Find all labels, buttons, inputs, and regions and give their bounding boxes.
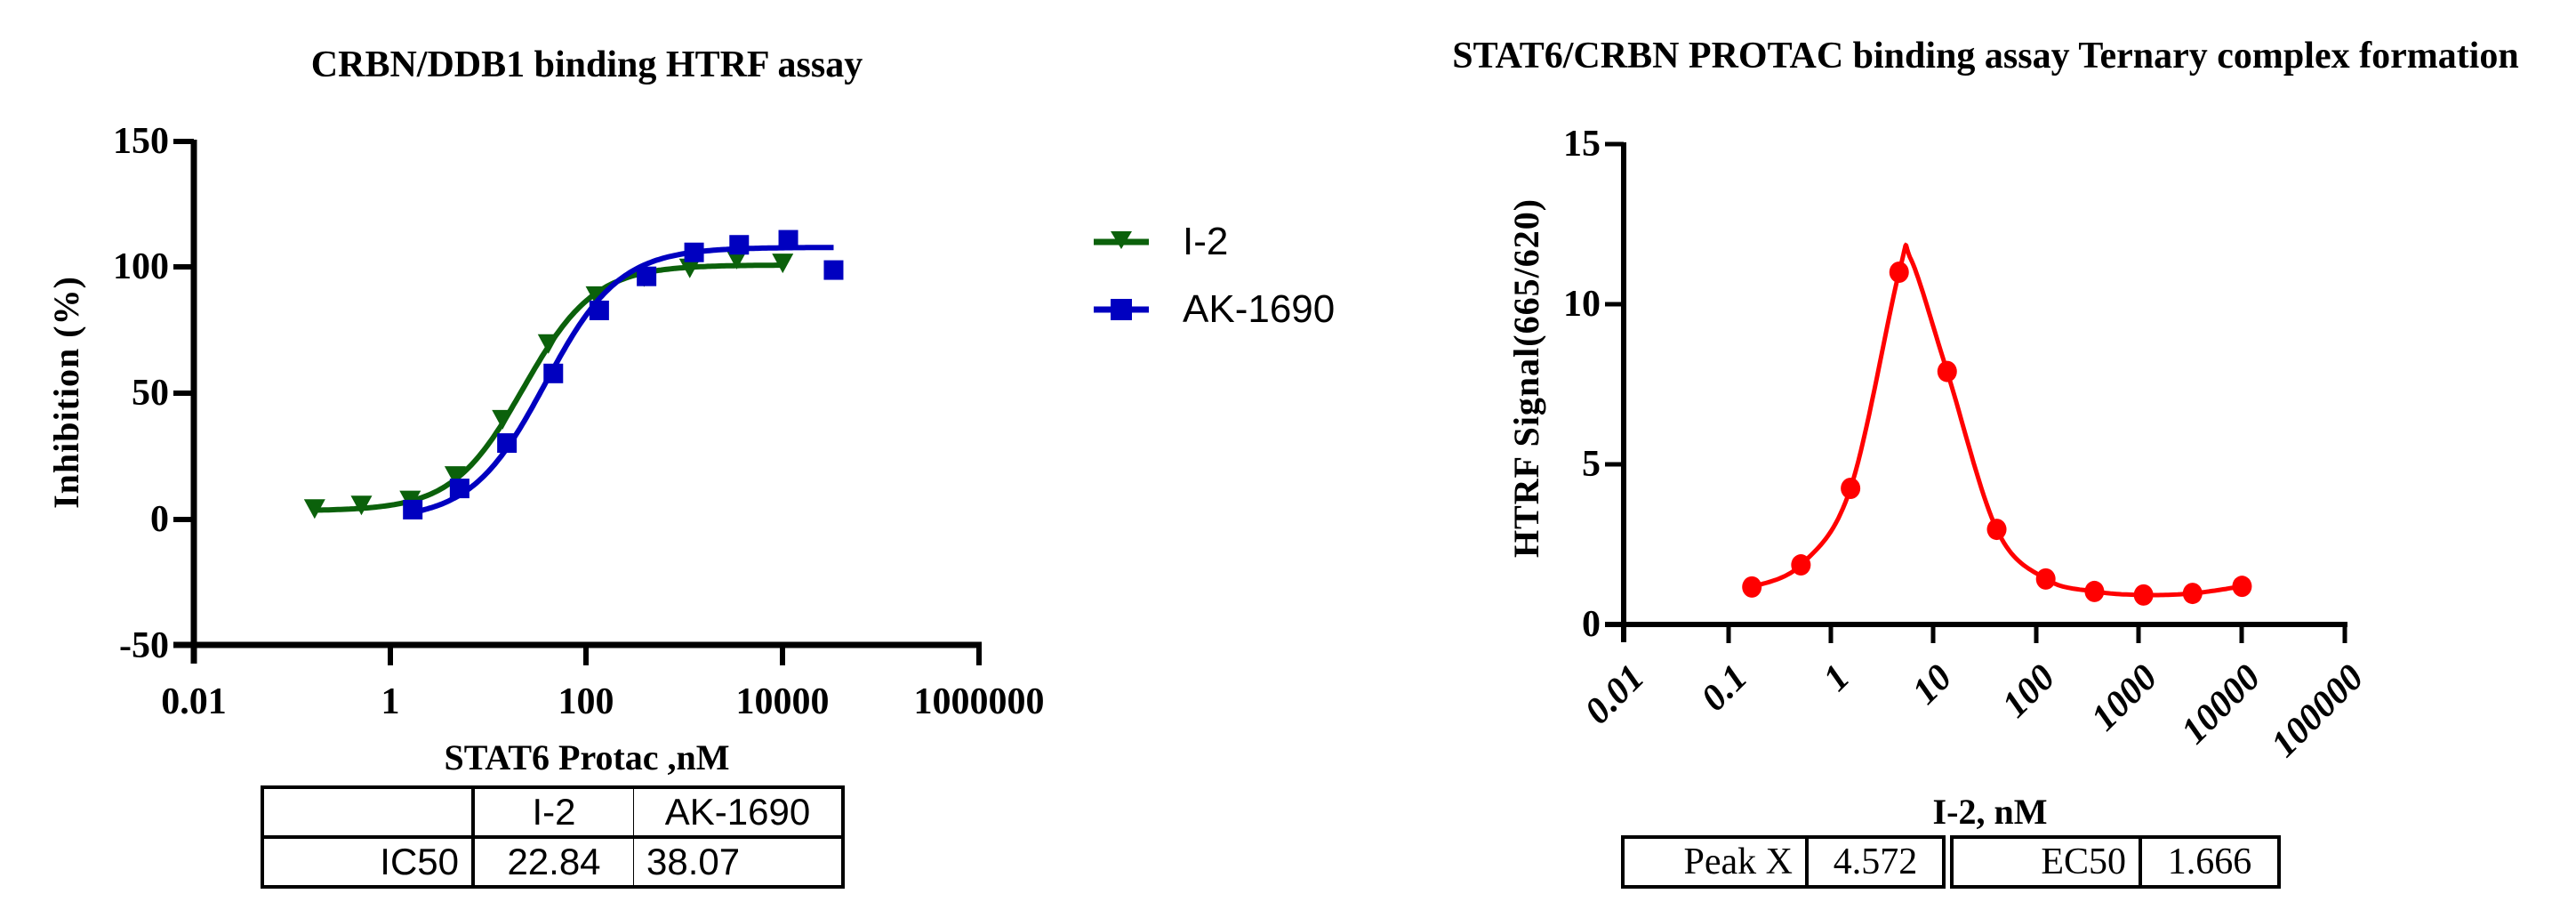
table-row-label-ic50: IC50 bbox=[261, 835, 475, 889]
circle-marker-icon bbox=[1841, 478, 1861, 499]
left-xtick: 0.01 bbox=[161, 681, 227, 722]
table-cell-i2-ic50: 22.84 bbox=[471, 835, 634, 889]
square-marker-icon bbox=[637, 266, 657, 286]
right-axes bbox=[1605, 141, 2347, 643]
left-xtick: 100 bbox=[558, 681, 614, 722]
table-row: Peak X 4.572 bbox=[1621, 835, 1946, 889]
left-ytick: 100 bbox=[113, 246, 169, 287]
left-x-axis-label: STAT6 Protac ,nM bbox=[444, 737, 730, 777]
square-marker-icon bbox=[497, 433, 518, 454]
right-ytick: 0 bbox=[1582, 604, 1601, 645]
legend-label: AK-1690 bbox=[1183, 287, 1336, 331]
right-ytick: 10 bbox=[1563, 284, 1601, 325]
table-header-row: I-2 AK-1690 bbox=[261, 785, 845, 839]
table-row: IC50 22.84 38.07 bbox=[261, 835, 845, 889]
table-row: EC50 1.666 bbox=[1950, 835, 2281, 889]
triangle-down-marker-icon bbox=[444, 466, 466, 487]
triangle-down-marker-icon bbox=[303, 499, 325, 519]
right-series bbox=[1742, 242, 2252, 606]
left-ytick: 50 bbox=[132, 373, 169, 414]
right-x-axis-label: I-2, nM bbox=[1932, 792, 2048, 832]
square-marker-icon bbox=[778, 230, 798, 250]
square-marker-icon bbox=[729, 235, 750, 255]
square-marker-icon bbox=[684, 242, 704, 262]
legend-label: I-2 bbox=[1183, 220, 1229, 263]
left-ytick: 0 bbox=[150, 499, 169, 540]
triangle-down-marker-icon bbox=[537, 334, 559, 354]
circle-marker-icon bbox=[1742, 576, 1762, 598]
left-chart-title: CRBN/DDB1 binding HTRF assay bbox=[310, 44, 863, 85]
left-ytick: -50 bbox=[119, 625, 169, 666]
circle-marker-icon bbox=[2232, 576, 2252, 598]
triangle-down-marker-icon bbox=[350, 495, 373, 516]
triangle-down-marker-icon bbox=[585, 286, 607, 306]
fit-curve bbox=[314, 262, 783, 513]
circle-marker-icon bbox=[1986, 519, 2007, 541]
circle-marker-icon bbox=[2084, 580, 2105, 602]
table-value-ec50: 1.666 bbox=[2139, 835, 2281, 889]
triangle-down-marker-icon bbox=[726, 249, 748, 270]
legend-item-ak1690[interactable]: AK-1690 bbox=[1094, 287, 1335, 332]
square-marker-icon bbox=[543, 363, 564, 383]
circle-marker-icon bbox=[2133, 584, 2154, 606]
left-xtick: 1000000 bbox=[913, 681, 1045, 722]
triangle-down-marker-icon bbox=[772, 254, 794, 274]
table-label-ec50: EC50 bbox=[1950, 835, 2142, 889]
left-axes bbox=[173, 139, 982, 665]
left-xtick: 1 bbox=[381, 681, 400, 722]
table-header-i2: I-2 bbox=[471, 785, 634, 839]
square-marker-icon bbox=[1094, 299, 1149, 320]
circle-marker-icon bbox=[1937, 360, 1957, 382]
fit-curve bbox=[1751, 242, 2243, 598]
circle-marker-icon bbox=[2182, 583, 2203, 605]
left-xtick: 10000 bbox=[735, 681, 830, 722]
square-marker-icon bbox=[823, 260, 844, 280]
ec50-table: EC50 1.666 bbox=[1950, 835, 2281, 889]
left-series bbox=[303, 230, 844, 519]
triangle-down-marker-icon bbox=[678, 258, 701, 278]
triangle-down-marker-icon bbox=[1094, 231, 1149, 249]
right-ytick: 5 bbox=[1582, 444, 1601, 485]
peak-x-table: Peak X 4.572 bbox=[1621, 835, 1946, 889]
table-value-peak-x: 4.572 bbox=[1805, 835, 1946, 889]
fit-curve bbox=[412, 245, 834, 515]
table-header-ak1690: AK-1690 bbox=[633, 785, 845, 839]
ic50-results-table: I-2 AK-1690 IC50 22.84 38.07 bbox=[261, 785, 845, 889]
square-marker-icon bbox=[449, 479, 469, 499]
right-ytick: 15 bbox=[1563, 124, 1601, 165]
circle-marker-icon bbox=[2035, 568, 2056, 590]
right-chart-title: STAT6/CRBN PROTAC binding assay Ternary … bbox=[1452, 36, 2519, 76]
table-cell-ak1690-ic50: 38.07 bbox=[633, 835, 845, 889]
table-cell bbox=[261, 785, 475, 839]
left-ytick: 150 bbox=[113, 121, 169, 162]
legend-item-i2[interactable]: I-2 bbox=[1094, 220, 1228, 264]
table-label-peak-x: Peak X bbox=[1621, 835, 1809, 889]
square-marker-icon bbox=[589, 300, 609, 320]
circle-marker-icon bbox=[1889, 262, 1909, 283]
circle-marker-icon bbox=[1791, 554, 1811, 576]
triangle-down-marker-icon bbox=[492, 409, 514, 430]
square-marker-icon bbox=[403, 499, 423, 519]
